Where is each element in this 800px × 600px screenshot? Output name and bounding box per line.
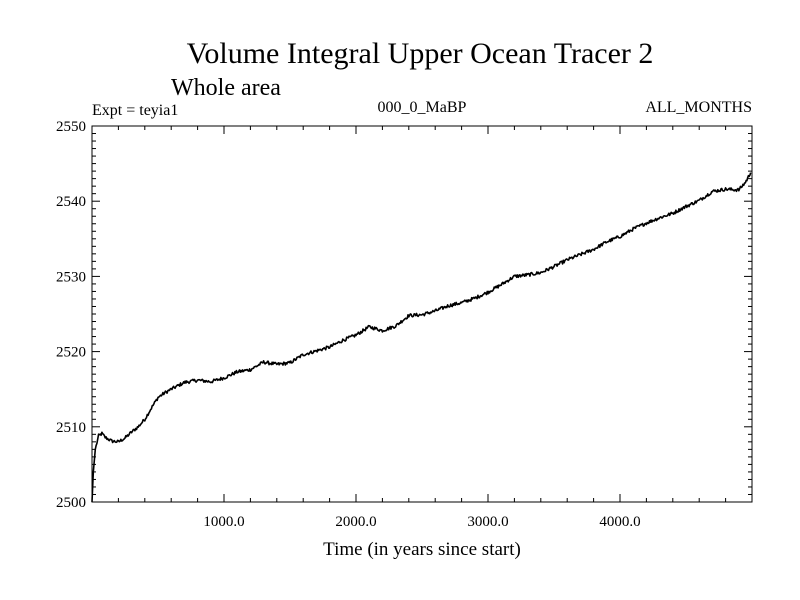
y-axis-tick-labels: 2500 2510 2520 2530 2540 2550 xyxy=(56,119,86,511)
y-tick-label: 2550 xyxy=(56,119,86,135)
x-axis-label: Time (in years since start) xyxy=(323,539,521,560)
y-tick-label: 2530 xyxy=(56,269,86,285)
x-tick-label: 3000.0 xyxy=(467,514,508,530)
series-layer xyxy=(91,172,752,503)
axis-ticks xyxy=(91,125,753,503)
period-label: 000_0_MaBP xyxy=(378,99,467,116)
y-tick-label: 2520 xyxy=(56,345,86,361)
y-tick-label: 2500 xyxy=(56,495,86,511)
months-label: ALL_MONTHS xyxy=(645,99,752,116)
y-tick-label: 2540 xyxy=(56,194,86,210)
chart-subtitle: Whole area xyxy=(171,75,281,101)
x-tick-label: 4000.0 xyxy=(599,514,640,530)
x-tick-label: 2000.0 xyxy=(335,514,376,530)
y-tick-label: 2510 xyxy=(56,420,86,436)
expt-label: Expt = teyia1 xyxy=(92,102,178,119)
x-tick-label: 1000.0 xyxy=(203,514,244,530)
x-axis-tick-labels: 1000.0 2000.0 3000.0 4000.0 xyxy=(203,514,640,530)
chart-title: Volume Integral Upper Ocean Tracer 2 xyxy=(187,37,654,70)
series-line xyxy=(91,172,752,503)
